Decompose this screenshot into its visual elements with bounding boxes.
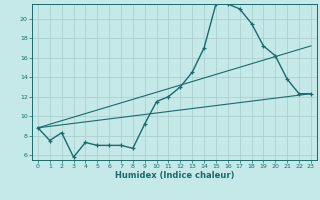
X-axis label: Humidex (Indice chaleur): Humidex (Indice chaleur) [115,171,234,180]
